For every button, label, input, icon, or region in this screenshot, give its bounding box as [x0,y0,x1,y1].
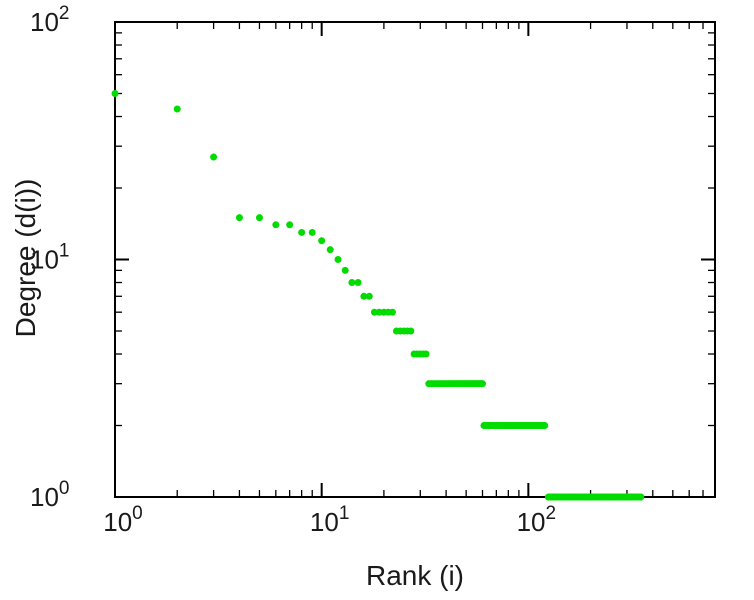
plot-frame [114,21,716,498]
data-point [348,279,356,287]
y-axis-label: Degree (d(i)) [10,178,41,338]
data-point [326,246,334,254]
x-tick-labels: 100 101 102 [103,503,556,537]
data-point [341,266,349,274]
data-point [354,279,362,287]
y-ticks [115,21,715,498]
data-point [360,292,368,300]
y-tick-label: 102 [30,3,70,37]
data-point [388,308,396,316]
x-tick-label: 101 [310,503,350,537]
x-ticks [114,22,716,497]
data-point [210,153,218,161]
data-point [318,237,326,245]
data-point [334,256,342,263]
data-point [422,350,430,358]
data-points [111,89,645,501]
x-tick-label: 100 [103,503,143,537]
x-axis-label: Rank (i) [365,560,465,591]
data-point [637,493,645,501]
x-tick-label: 102 [517,503,557,537]
data-point [541,422,549,430]
data-point [255,214,263,222]
data-point [308,228,316,236]
data-point [286,221,294,229]
data-point [298,228,306,236]
data-point [407,327,415,335]
data-point [173,105,181,113]
data-point [479,380,487,388]
data-point [111,89,119,97]
data-point [370,308,378,316]
y-tick-label: 100 [30,478,70,512]
data-point [365,292,373,300]
data-point [235,214,243,222]
data-point [272,221,280,229]
